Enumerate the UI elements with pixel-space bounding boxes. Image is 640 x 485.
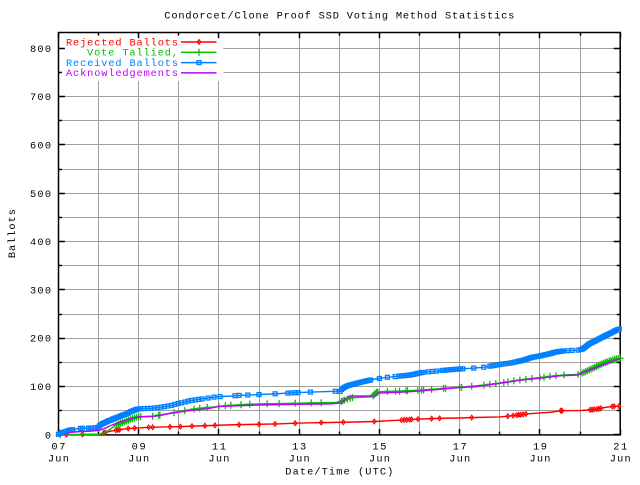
- svg-text:Jun: Jun: [529, 454, 550, 466]
- svg-text:17: 17: [453, 442, 467, 454]
- svg-text:21: 21: [613, 442, 627, 454]
- svg-text:Jun: Jun: [289, 454, 310, 466]
- svg-text:Jun: Jun: [208, 454, 229, 466]
- svg-text:Rejected Ballots: Rejected Ballots: [66, 37, 178, 49]
- svg-text:09: 09: [132, 442, 146, 454]
- svg-text:Vote Tallied,: Vote Tallied,: [87, 48, 178, 60]
- svg-text:100: 100: [30, 382, 51, 394]
- svg-text:Acknowledgements: Acknowledgements: [66, 68, 178, 80]
- svg-text:Jun: Jun: [128, 454, 149, 466]
- svg-text:700: 700: [30, 92, 51, 104]
- svg-text:300: 300: [30, 285, 51, 297]
- svg-text:Date/Time (UTC): Date/Time (UTC): [285, 467, 393, 479]
- svg-text:500: 500: [30, 189, 51, 201]
- svg-text:Received Ballots: Received Ballots: [66, 58, 178, 70]
- svg-text:400: 400: [30, 237, 51, 249]
- svg-text:07: 07: [51, 442, 65, 454]
- svg-text:Condorcet/Clone Proof SSD Voti: Condorcet/Clone Proof SSD Voting Method …: [164, 11, 514, 23]
- svg-text:15: 15: [372, 442, 386, 454]
- svg-text:Ballots: Ballots: [7, 209, 19, 258]
- svg-text:Jun: Jun: [449, 454, 470, 466]
- svg-text:13: 13: [292, 442, 306, 454]
- svg-text:19: 19: [533, 442, 547, 454]
- svg-text:11: 11: [212, 442, 226, 454]
- svg-text:600: 600: [30, 141, 51, 153]
- svg-text:Jun: Jun: [48, 454, 69, 466]
- svg-text:Jun: Jun: [610, 454, 631, 466]
- svg-text:200: 200: [30, 334, 51, 346]
- svg-text:800: 800: [30, 44, 51, 56]
- svg-text:0: 0: [45, 430, 51, 442]
- svg-text:Jun: Jun: [369, 454, 390, 466]
